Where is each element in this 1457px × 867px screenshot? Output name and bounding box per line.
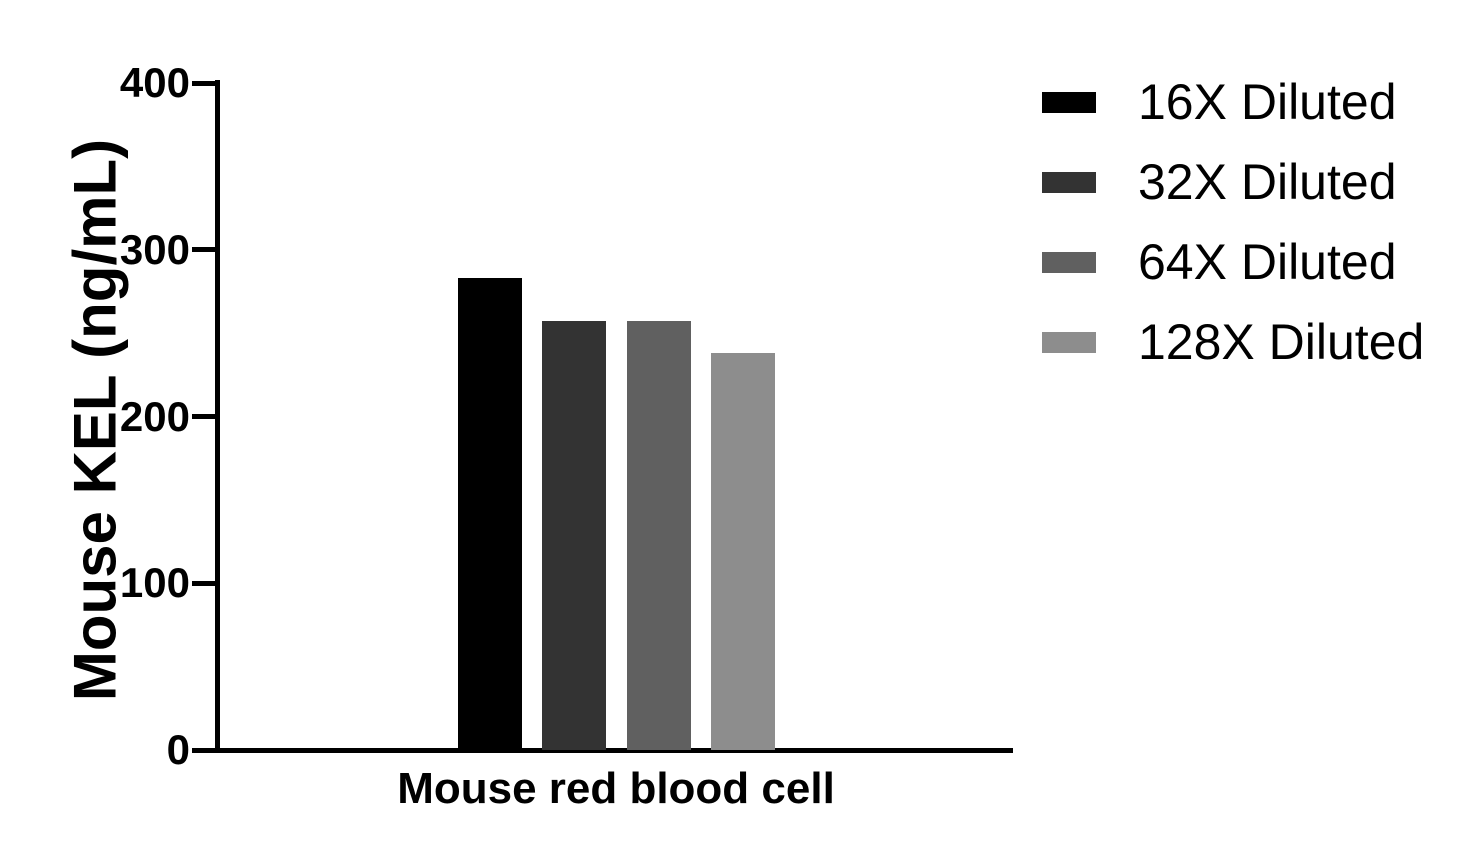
y-tick-mark bbox=[192, 580, 218, 586]
legend-item: 64X Diluted bbox=[1042, 234, 1424, 290]
y-tick-label: 100 bbox=[119, 559, 190, 607]
legend-item: 128X Diluted bbox=[1042, 314, 1424, 370]
legend-label: 128X Diluted bbox=[1138, 314, 1425, 370]
y-tick-mark bbox=[192, 414, 218, 419]
x-axis-line bbox=[215, 748, 1013, 753]
legend-swatch bbox=[1042, 171, 1096, 193]
legend-label: 64X Diluted bbox=[1138, 234, 1397, 290]
y-tick-label: 200 bbox=[119, 392, 190, 440]
legend-swatch bbox=[1042, 91, 1096, 113]
y-tick-label: 0 bbox=[166, 726, 190, 773]
y-tick-label: 300 bbox=[119, 225, 190, 273]
y-tick-mark bbox=[192, 80, 218, 86]
legend-label: 32X Diluted bbox=[1138, 154, 1397, 210]
bar-64x-diluted bbox=[627, 321, 691, 750]
bar-128x-diluted bbox=[711, 353, 775, 750]
bar-16x-diluted bbox=[458, 278, 522, 750]
y-tick-mark bbox=[192, 247, 218, 253]
legend: 16X Diluted 32X Diluted 64X Diluted 128X Di… bbox=[1042, 74, 1424, 370]
legend-swatch bbox=[1042, 331, 1096, 353]
bar-32x-diluted bbox=[542, 321, 606, 750]
legend-label: 16X Diluted bbox=[1138, 74, 1397, 130]
y-tick-mark bbox=[192, 747, 218, 753]
y-axis-title: Mouse KEL (ng/mL) bbox=[61, 138, 129, 702]
x-axis-category-label: Mouse red blood cell bbox=[397, 764, 835, 813]
legend-item: 32X Diluted bbox=[1042, 154, 1424, 210]
y-tick-label: 400 bbox=[119, 59, 190, 106]
legend-swatch bbox=[1042, 251, 1096, 273]
legend-item: 16X Diluted bbox=[1042, 74, 1424, 130]
